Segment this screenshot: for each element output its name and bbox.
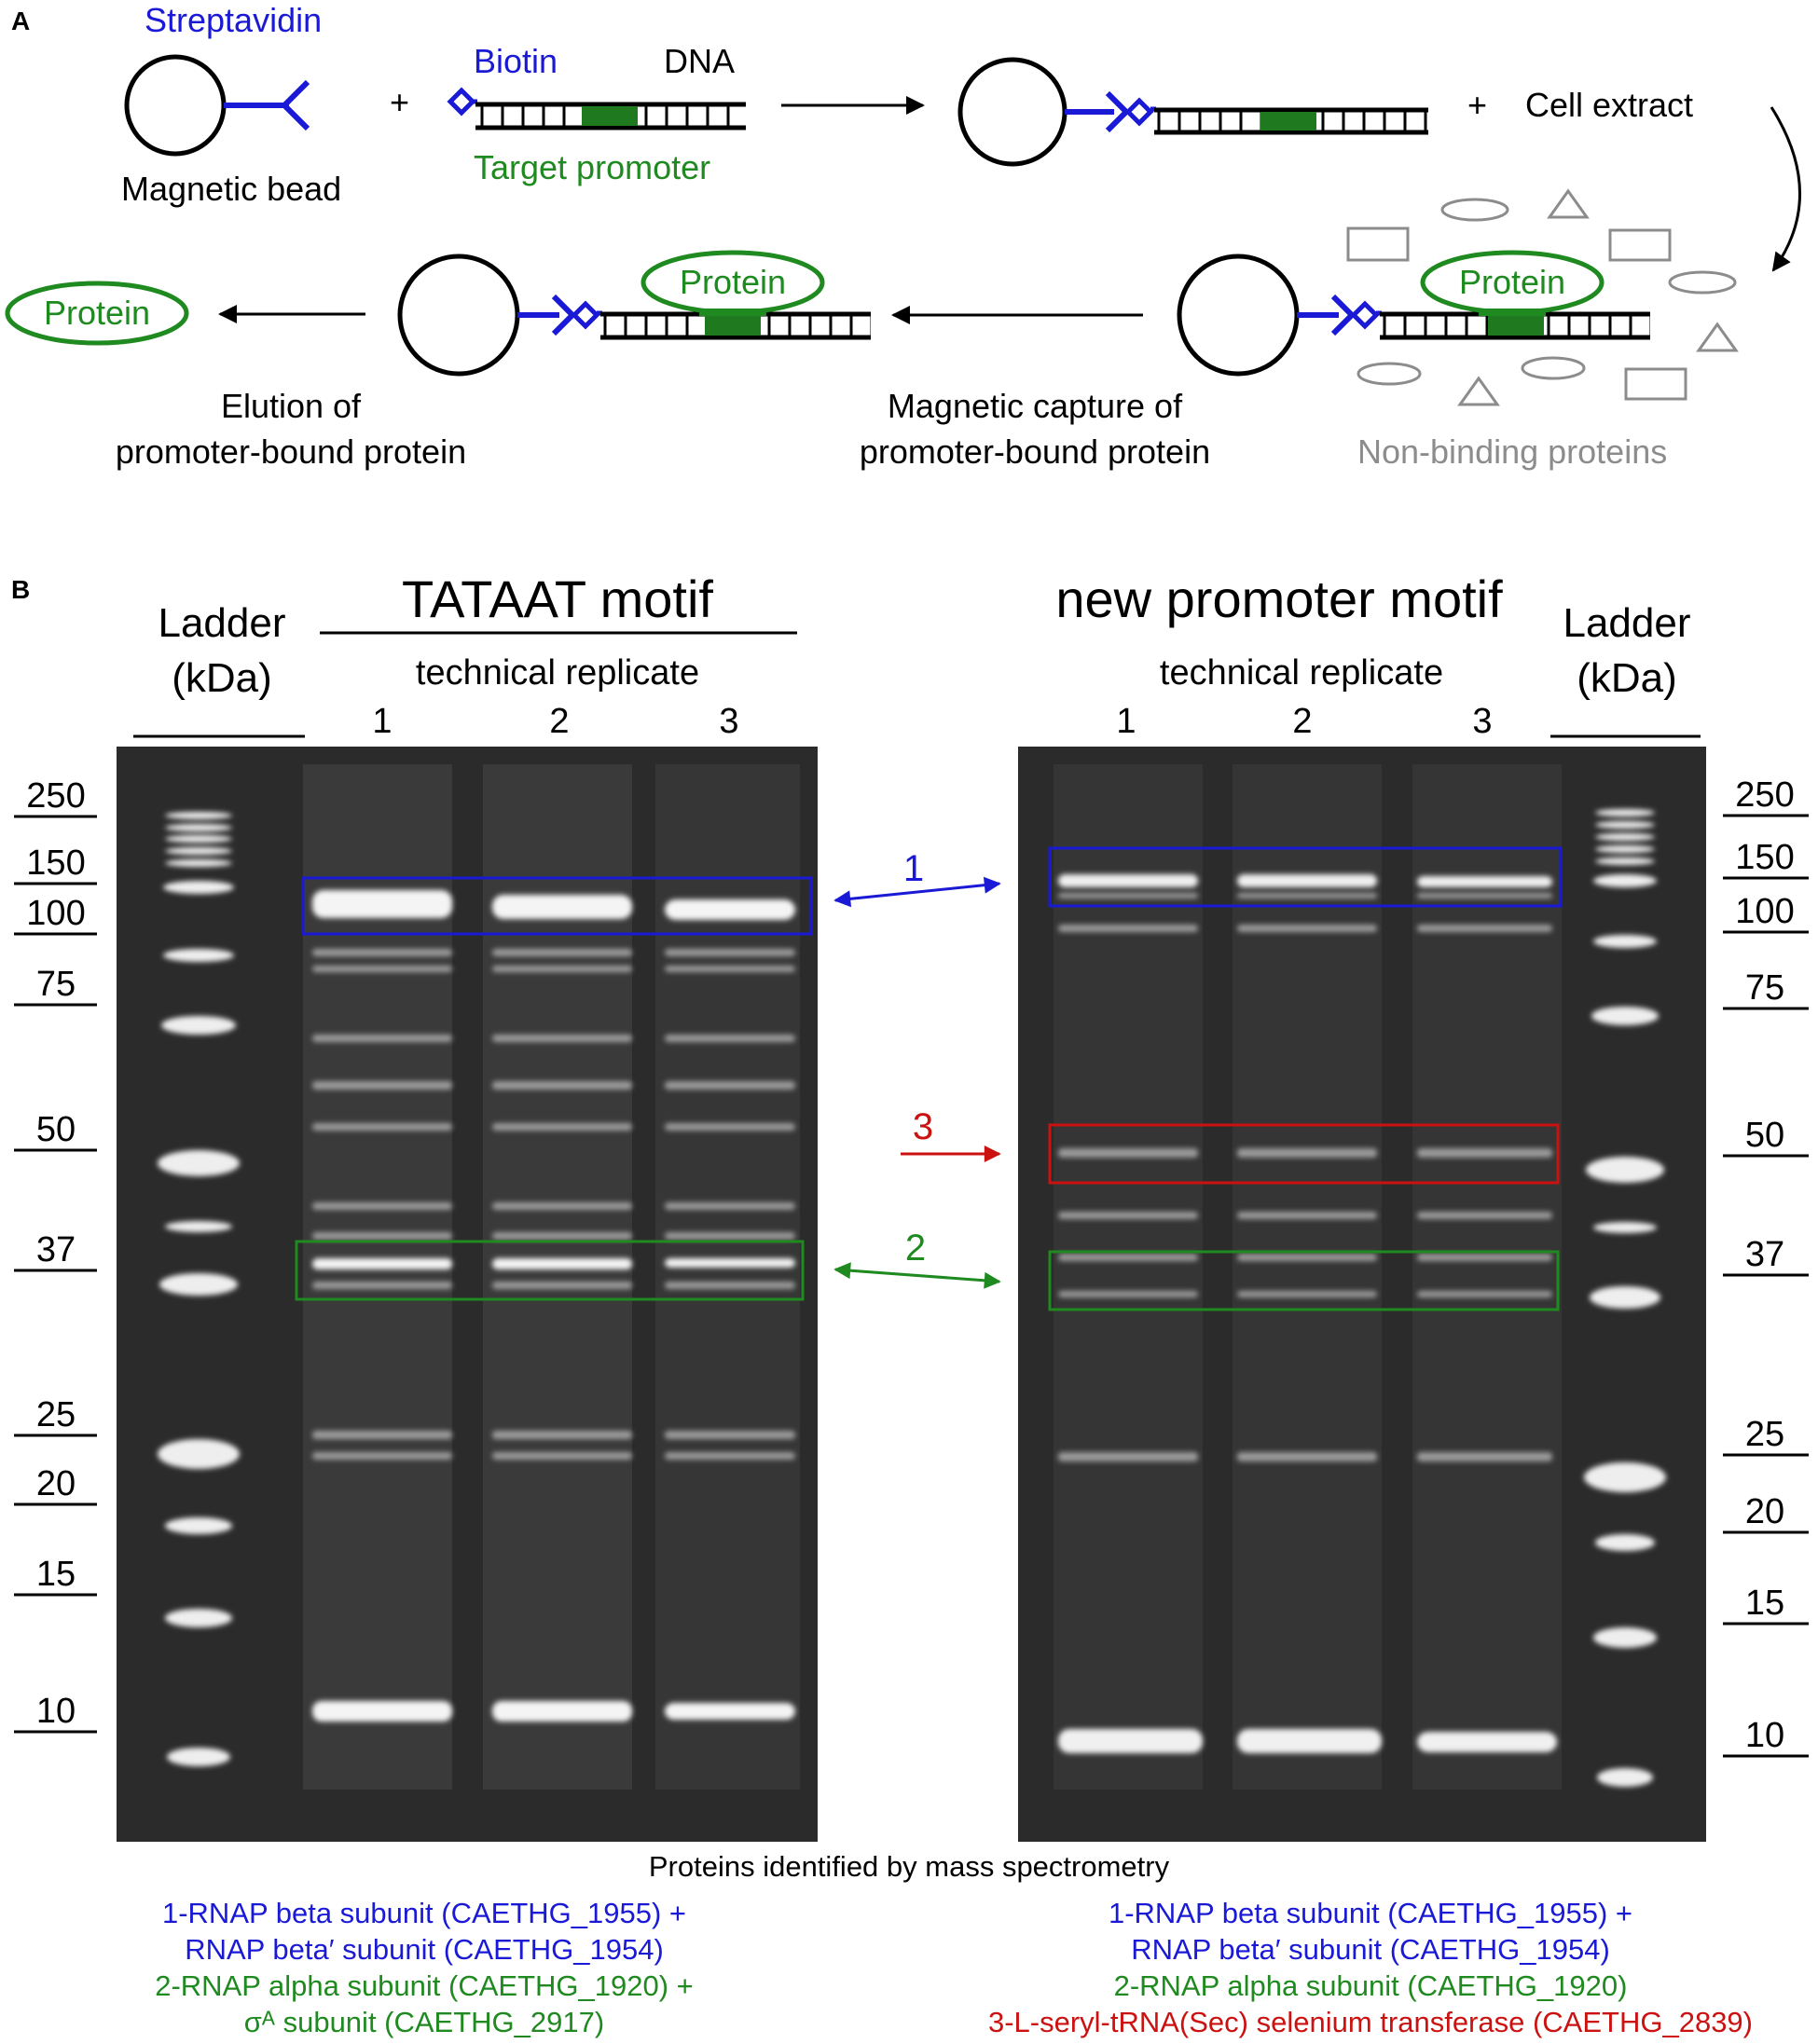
right-box-1	[1048, 846, 1563, 908]
left-replicate-label: technical replicate	[416, 653, 699, 693]
legend-left: 1-RNAP beta subunit (CAETHG_1955) + RNAP…	[103, 1895, 746, 2040]
legend-title: Proteins identified by mass spectrometry	[648, 1850, 1170, 1883]
protein-label-captured: Protein	[680, 263, 786, 301]
left-lane-2: 2	[549, 702, 569, 741]
elution-label-line1: Elution of	[221, 387, 362, 425]
arrow-1-label: 1	[903, 848, 924, 889]
bead-protein-complex-captured	[397, 250, 871, 377]
arrow-3-label: 3	[913, 1106, 933, 1147]
plus-sign-1: +	[390, 83, 409, 121]
left-box-1	[301, 876, 813, 936]
target-promoter-label: Target promoter	[474, 148, 710, 186]
legend-left-line-1: 1-RNAP beta subunit (CAETHG_1955) +	[161, 1897, 686, 1929]
left-lane-3: 3	[719, 702, 738, 741]
left-marker-37: 37	[36, 1230, 76, 1269]
left-marker-50: 50	[36, 1110, 76, 1149]
dna-label: DNA	[664, 42, 735, 80]
left-gel	[117, 747, 818, 1842]
arrow-2-label: 2	[905, 1228, 926, 1269]
legend-left-line-3: 2-RNAP alpha subunit (CAETHG_1920) +	[155, 1969, 694, 2002]
legend-right: 1-RNAP beta subunit (CAETHG_1955) + RNAP…	[951, 1895, 1790, 2040]
right-ladder-label-line1: Ladder	[1563, 600, 1690, 646]
curved-arrow-down	[1770, 106, 1801, 272]
arrow-1	[833, 876, 1001, 908]
arrow-2	[833, 1262, 1001, 1289]
left-gel-title: TATAAT motif	[402, 569, 713, 628]
right-marker-15: 15	[1745, 1584, 1784, 1623]
panel-b-label: B	[11, 575, 30, 604]
protein-label-eluted: Protein	[44, 294, 150, 332]
left-lane-1: 1	[372, 702, 392, 741]
left-marker-15: 15	[36, 1555, 76, 1594]
left-marker-20: 20	[36, 1464, 76, 1503]
right-marker-10: 10	[1745, 1716, 1784, 1755]
capture-label-line2: promoter-bound protein	[860, 432, 1210, 471]
left-marker-25: 25	[36, 1395, 76, 1434]
left-marker-250: 250	[26, 776, 85, 816]
left-marker-150: 150	[26, 844, 85, 883]
legend-right-line-3: 2-RNAP alpha subunit (CAETHG_1920)	[1113, 1969, 1628, 2002]
left-box-2	[295, 1240, 805, 1301]
right-ladder-label-line2: (kDa)	[1577, 655, 1677, 701]
capture-label-line1: Magnetic capture of	[888, 387, 1183, 425]
right-box-2	[1048, 1250, 1560, 1311]
left-marker-100: 100	[26, 894, 85, 933]
left-marker-75: 75	[36, 965, 76, 1004]
bead-bound-dna	[957, 57, 1428, 167]
left-marker-10: 10	[36, 1692, 76, 1731]
protein-label-extract: Protein	[1459, 263, 1565, 301]
legend-left-line-4: σᴬ subunit (CAETHG_2917)	[243, 2006, 605, 2038]
right-marker-20: 20	[1745, 1492, 1784, 1531]
biotin-label: Biotin	[474, 42, 558, 80]
right-marker-250: 250	[1735, 775, 1794, 815]
panel-a-label: A	[11, 7, 30, 35]
non-binding-shapes	[1346, 188, 1739, 406]
right-marker-50: 50	[1745, 1116, 1784, 1155]
biotin-dna	[447, 87, 746, 130]
plus-sign-2: +	[1467, 86, 1487, 124]
right-marker-150: 150	[1735, 838, 1794, 877]
legend-left-line-2: RNAP beta′ subunit (CAETHG_1954)	[185, 1933, 664, 1966]
right-gel-title: new promoter motif	[1055, 569, 1503, 628]
eluted-protein	[5, 281, 189, 346]
right-box-3	[1048, 1123, 1560, 1185]
right-marker-37: 37	[1745, 1235, 1784, 1274]
bead-with-streptavidin	[124, 54, 310, 157]
right-lane-3: 3	[1472, 702, 1492, 741]
streptavidin-label: Streptavidin	[145, 1, 322, 39]
non-binding-label: Non-binding proteins	[1357, 432, 1667, 471]
right-marker-100: 100	[1735, 892, 1794, 931]
right-gel	[1018, 747, 1706, 1842]
legend-right-line-1: 1-RNAP beta subunit (CAETHG_1955) +	[1108, 1897, 1632, 1929]
right-lane-1: 1	[1116, 702, 1136, 741]
legend-right-line-2: RNAP beta′ subunit (CAETHG_1954)	[1131, 1933, 1610, 1966]
left-marker-labels: 250 150 100 75 50 37 25 20 15 10	[14, 776, 97, 1734]
right-replicate-label: technical replicate	[1160, 653, 1443, 693]
right-lane-2: 2	[1292, 702, 1312, 741]
left-ladder-label-line2: (kDa)	[172, 655, 272, 701]
cell-extract-label: Cell extract	[1525, 86, 1693, 124]
left-ladder-label-line1: Ladder	[158, 600, 285, 646]
right-marker-75: 75	[1745, 968, 1784, 1008]
legend-right-line-4: 3-L-seryl-tRNA(Sec) selenium transferase…	[987, 2006, 1754, 2038]
right-marker-labels: 250 150 100 75 50 37 25 20 15 10	[1723, 775, 1809, 1758]
bead-protein-complex-extract	[1177, 250, 1650, 377]
elution-label-line2: promoter-bound protein	[116, 432, 466, 471]
magnetic-bead-label: Magnetic bead	[121, 170, 341, 208]
right-marker-25: 25	[1745, 1415, 1784, 1454]
